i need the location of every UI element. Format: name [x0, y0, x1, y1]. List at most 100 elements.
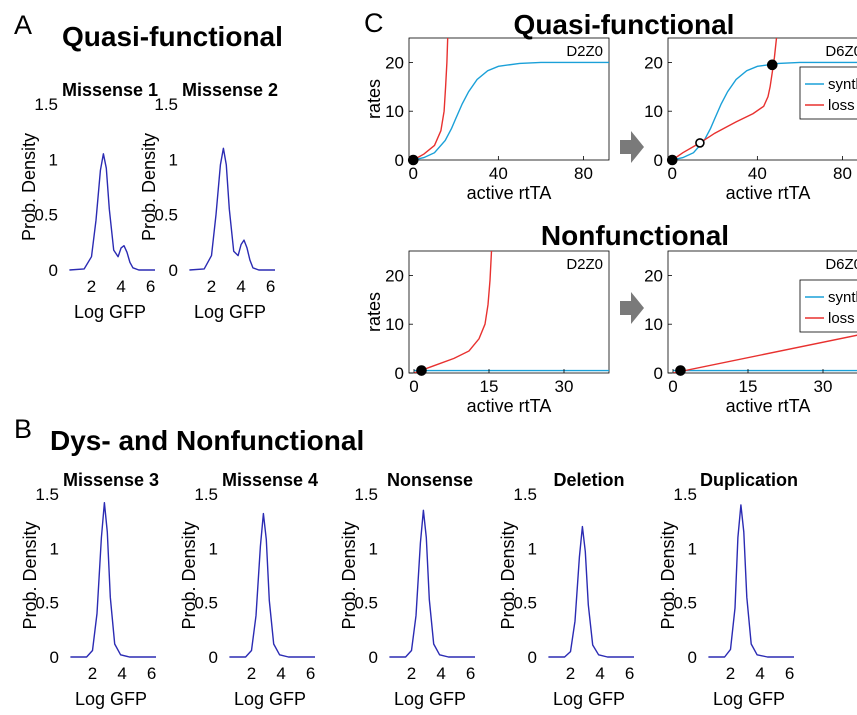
panel-c-title-quasi: Quasi-functional — [514, 9, 735, 40]
y-tick-label: 0 — [169, 261, 178, 280]
y-tick-label: 1.5 — [673, 485, 697, 504]
x-axis-label: Log GFP — [75, 689, 147, 709]
x-tick-label: 4 — [755, 664, 764, 683]
x-axis-label: active rtTA — [726, 396, 811, 416]
x-tick-label: 4 — [117, 664, 126, 683]
x-axis-label: active rtTA — [726, 183, 811, 203]
y-axis-label: Prob. Density — [498, 521, 518, 629]
legend-entry-synth: synth — [828, 289, 857, 306]
x-tick-label: 0 — [668, 164, 677, 183]
y-tick-label: 10 — [644, 315, 663, 334]
panel-c-title-nonfunctional: Nonfunctional — [541, 220, 729, 251]
x-tick-label: 4 — [116, 277, 125, 296]
density-curve — [189, 147, 275, 271]
x-axis-label: active rtTA — [467, 396, 552, 416]
sample-label: D6Z0 — [825, 256, 857, 273]
y-tick-label: 20 — [644, 266, 663, 285]
x-tick-label: 6 — [266, 277, 275, 296]
x-tick-label: 4 — [595, 664, 604, 683]
y-tick-label: 0 — [369, 648, 378, 667]
x-tick-label: 2 — [726, 664, 735, 683]
loss-curve — [412, 38, 449, 160]
y-tick-label: 0 — [688, 648, 697, 667]
legend-entry-loss: loss — [828, 97, 855, 114]
x-tick-label: 4 — [436, 664, 445, 683]
density-curve — [708, 504, 794, 658]
x-tick-label: 80 — [574, 164, 593, 183]
x-tick-label: 6 — [785, 664, 794, 683]
y-tick-label: 1 — [49, 150, 58, 169]
y-tick-label: 10 — [644, 102, 663, 121]
y-tick-label: 1.5 — [34, 95, 58, 114]
y-tick-label: 1.5 — [194, 485, 218, 504]
plot-frame — [408, 250, 610, 374]
x-tick-label: 2 — [566, 664, 575, 683]
fixed-point-stable — [416, 365, 427, 376]
y-tick-label: 0.5 — [34, 206, 58, 225]
panel-letter-b: B — [14, 414, 32, 444]
x-axis-label: Log GFP — [74, 302, 146, 322]
x-tick-label: 15 — [480, 377, 499, 396]
x-tick-label: 6 — [147, 664, 156, 683]
y-tick-label: 0 — [654, 151, 663, 170]
x-axis-label: Log GFP — [713, 689, 785, 709]
density-curve — [229, 512, 315, 658]
y-axis-label: Prob. Density — [20, 521, 40, 629]
x-tick-label: 80 — [833, 164, 852, 183]
y-tick-label: 0 — [395, 151, 404, 170]
rate-plot-7: D2Z0 0 10 20 0 40 80 active rtTA rates — [364, 37, 610, 203]
fixed-point-unstable — [695, 138, 705, 148]
panel-letter-a: A — [14, 10, 32, 40]
y-tick-label: 1.5 — [513, 485, 537, 504]
x-tick-label: 6 — [146, 277, 155, 296]
loss-curve — [672, 334, 857, 373]
y-tick-label: 0.5 — [194, 594, 218, 613]
y-tick-label: 1 — [369, 539, 378, 558]
x-tick-label: 6 — [306, 664, 315, 683]
y-tick-label: 20 — [644, 53, 663, 72]
plot-frame — [667, 37, 857, 161]
x-tick-label: 6 — [466, 664, 475, 683]
y-tick-label: 0 — [654, 364, 663, 383]
y-tick-label: 1 — [688, 539, 697, 558]
loss-curve — [413, 251, 493, 373]
panel-a-title: Quasi-functional — [62, 21, 283, 52]
fixed-point-stable — [766, 59, 778, 71]
density-curve — [70, 502, 156, 658]
y-tick-label: 0 — [209, 648, 218, 667]
x-axis-label: Log GFP — [234, 689, 306, 709]
transition-arrow-top — [620, 131, 644, 163]
legend-entry-synth: synth — [828, 76, 857, 93]
x-tick-label: 30 — [555, 377, 574, 396]
plot-title: Duplication — [700, 470, 798, 490]
y-tick-label: 10 — [385, 315, 404, 334]
x-tick-label: 40 — [748, 164, 767, 183]
y-tick-label: 0.5 — [513, 594, 537, 613]
y-axis-label: Prob. Density — [139, 133, 159, 241]
y-axis-label: rates — [364, 292, 384, 332]
legend-box — [799, 279, 857, 333]
x-tick-label: 0 — [668, 377, 677, 396]
y-tick-label: 0 — [395, 364, 404, 383]
y-tick-label: 0 — [49, 261, 58, 280]
x-tick-label: 4 — [276, 664, 285, 683]
y-axis-label: Prob. Density — [658, 521, 678, 629]
sample-label: D2Z0 — [566, 256, 603, 273]
legend-box — [799, 66, 857, 120]
y-axis-label: Prob. Density — [179, 521, 199, 629]
y-axis-label: Prob. Density — [19, 133, 39, 241]
legend-entry-loss: loss — [828, 310, 855, 327]
y-tick-label: 20 — [385, 266, 404, 285]
x-tick-label: 40 — [489, 164, 508, 183]
x-axis-label: Log GFP — [394, 689, 466, 709]
x-tick-label: 30 — [814, 377, 833, 396]
y-tick-label: 0.5 — [35, 594, 59, 613]
y-axis-label: Prob. Density — [339, 521, 359, 629]
panel-letter-c: C — [364, 8, 384, 38]
x-axis-label: active rtTA — [467, 183, 552, 203]
density-curve — [548, 525, 634, 658]
